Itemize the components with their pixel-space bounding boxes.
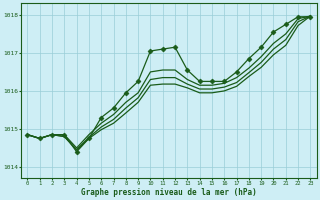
X-axis label: Graphe pression niveau de la mer (hPa): Graphe pression niveau de la mer (hPa) bbox=[81, 188, 257, 197]
